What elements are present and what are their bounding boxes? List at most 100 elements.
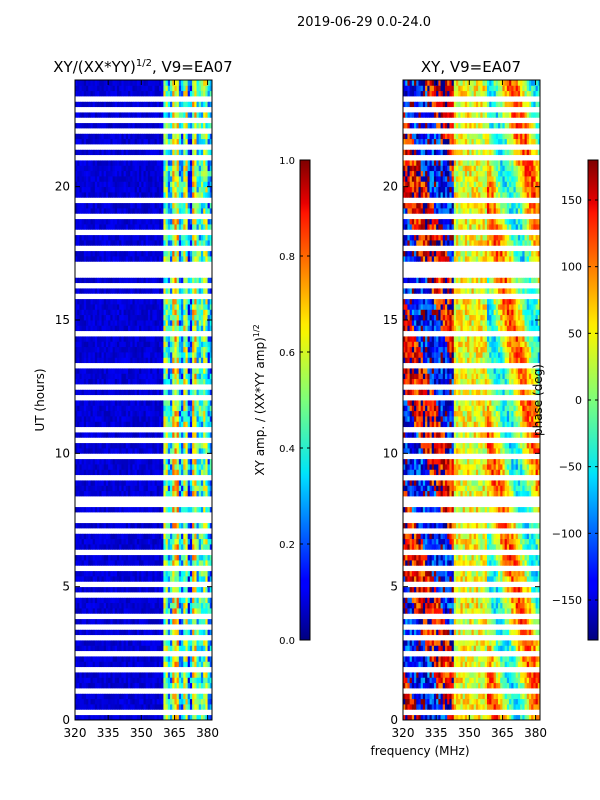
amplitude-cell [152,410,155,417]
amplitude-cell [123,586,127,593]
amplitude-cell [116,597,120,604]
amplitude-cell [83,538,87,545]
amplitude-cell [181,336,184,342]
amplitude-cell [97,336,100,342]
amplitude-cell [154,389,158,396]
amplitude-cell [150,544,153,550]
amplitude-cell [185,490,189,497]
amplitude-cell [192,682,195,689]
amplitude-cell [97,608,100,614]
amplitude-cell [112,304,116,310]
amplitude-cell [79,629,83,636]
amplitude-cell [75,512,78,518]
amplitude-cell [130,362,133,369]
amplitude-cell [103,368,107,374]
amplitude-cell [194,304,197,310]
amplitude-cell [132,298,136,305]
amplitude-cell [97,346,100,353]
amplitude-cell [187,405,191,412]
amplitude-cell [178,501,182,508]
amplitude-cell [187,634,191,641]
amplitude-cell [189,496,193,502]
amplitude-cell [152,640,155,646]
amplitude-cell [110,677,113,684]
amplitude-cell [200,704,204,710]
amplitude-cell [125,618,129,625]
amplitude-cell [92,522,96,529]
amplitude-cell [119,421,122,428]
amplitude-cell [97,314,100,321]
amplitude-cell [198,672,202,678]
amplitude-cell [209,533,212,540]
amplitude-cell [99,469,102,476]
amplitude-cell [165,346,169,353]
amplitude-cell [83,485,87,492]
amplitude-cell [101,437,105,444]
amplitude-cell [130,298,133,305]
amplitude-cell [147,608,151,614]
amplitude-cell [128,549,131,556]
amplitude-cell [209,650,212,657]
amplitude-cell [116,362,120,369]
amplitude-cell [205,501,208,508]
amplitude-cell [105,549,109,556]
amplitude-cell [92,330,96,337]
amplitude-cell [90,490,94,497]
amplitude-cell [200,357,204,364]
amplitude-cell [165,560,169,566]
amplitude-cell [152,421,155,428]
amplitude-cell [167,464,171,470]
amplitude-cell [181,506,184,513]
amplitude-cell [99,357,102,364]
amplitude-cell [94,714,98,720]
amplitude-cell [94,645,98,652]
amplitude-cell [110,634,113,641]
amplitude-cell [134,645,138,652]
amplitude-cell [119,709,122,716]
amplitude-cell [119,656,122,662]
amplitude-cell [163,618,166,625]
amplitude-cell [90,570,94,577]
amplitude-cell [143,677,147,684]
amplitude-cell [86,490,89,497]
amplitude-cell [167,528,171,534]
amplitude-cell [121,698,125,705]
amplitude-cell [81,597,85,604]
amplitude-cell [123,341,127,348]
amplitude-cell [123,368,127,374]
amplitude-cell [123,384,127,390]
amplitude-cell [136,533,140,540]
amplitude-cell [145,677,149,684]
amplitude-cell [141,586,144,593]
amplitude-cell [88,586,91,593]
amplitude-cell [90,581,94,588]
amplitude-cell [181,565,184,572]
amplitude-cell [187,533,191,540]
amplitude-cell [183,474,186,481]
amplitude-cell [143,330,147,337]
amplitude-cell [161,464,164,470]
amplitude-cell [92,560,96,566]
amplitude-cell [203,672,206,678]
amplitude-cell [156,320,160,326]
amplitude-cell [108,650,111,657]
amplitude-cell [176,389,180,396]
amplitude-cell [121,325,125,332]
amplitude-cell [105,442,109,449]
amplitude-cell [158,698,162,705]
amplitude-cell [121,330,125,337]
amplitude-cell [189,352,193,358]
amplitude-cell [198,538,202,545]
amplitude-cell [174,586,178,593]
amplitude-cell [209,304,212,310]
amplitude-cell [181,341,184,348]
amplitude-cell [99,618,102,625]
amplitude-cell [90,554,94,561]
amplitude-cell [205,341,208,348]
amplitude-cell [176,613,180,620]
amplitude-cell [185,421,189,428]
amplitude-cell [174,485,178,492]
amplitude-cell [200,565,204,572]
amplitude-cell [152,661,155,668]
amplitude-cell [130,464,133,470]
